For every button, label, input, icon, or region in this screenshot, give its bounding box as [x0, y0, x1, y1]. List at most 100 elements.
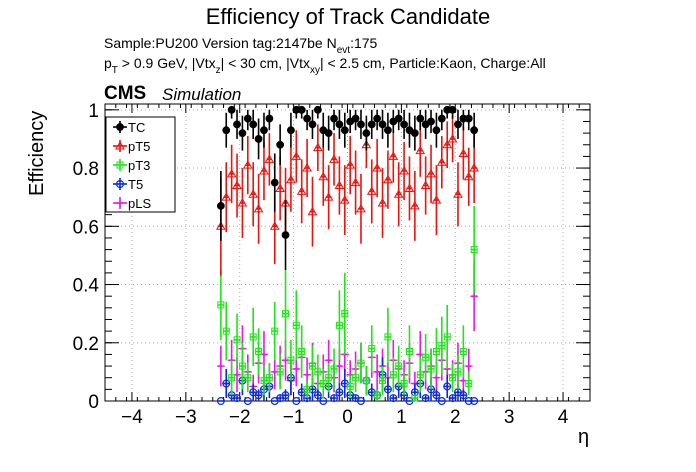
pt5-point — [291, 151, 302, 160]
t5-point — [356, 397, 365, 406]
tc-point — [432, 126, 441, 135]
pt5-point — [226, 168, 237, 178]
pt3-point — [400, 380, 408, 388]
tc-point — [384, 126, 392, 135]
x-tick-label: −3 — [175, 407, 197, 428]
pt5-point — [264, 154, 275, 163]
pt3-point — [416, 371, 424, 379]
t5-point — [292, 397, 301, 406]
t5-point — [443, 382, 452, 391]
pt3-point — [443, 333, 451, 341]
pt3-point — [244, 374, 252, 382]
pt3-point — [265, 374, 273, 382]
pt5-point — [436, 157, 447, 166]
tc-point — [297, 105, 306, 114]
sample-tail: :175 — [350, 35, 378, 51]
legend-label-t5: T5 — [128, 177, 143, 192]
series-tc — [216, 105, 479, 270]
pt5-point — [377, 197, 388, 207]
cut-info: pT > 0.9 GeV, |Vtxz| < 30 cm, |Vtxxy| < … — [104, 55, 546, 76]
pt5-point — [318, 171, 329, 181]
pt3-point — [308, 362, 316, 370]
sample-sub: evt — [336, 45, 351, 56]
pt3-point — [449, 374, 457, 382]
pt5-point — [339, 195, 350, 204]
pt5-point — [469, 163, 480, 172]
pt3-point — [287, 356, 295, 364]
pt3-point — [271, 327, 279, 335]
tc-point — [216, 202, 225, 210]
t5-point — [470, 397, 479, 406]
tc-point — [427, 117, 435, 126]
t5-point — [459, 391, 468, 400]
tc-point — [238, 129, 247, 138]
t5-point — [216, 397, 225, 406]
pt3-point — [319, 380, 327, 388]
tc-point — [254, 135, 263, 143]
tc-point — [340, 126, 349, 135]
pt5-point — [296, 186, 307, 195]
tc-point — [367, 120, 376, 129]
legend-label-tc: TC — [128, 120, 145, 135]
pt5-point — [232, 180, 242, 190]
tc-point — [437, 114, 446, 123]
pt5-point — [426, 168, 436, 178]
pt5-point — [307, 206, 318, 216]
legend-label-pls: pLS — [128, 196, 151, 211]
tc-point — [373, 114, 382, 123]
tc-point — [287, 126, 295, 135]
pt3-point — [368, 345, 376, 353]
tc-point — [281, 231, 290, 239]
pt5-point — [431, 195, 442, 204]
pt5-point — [372, 163, 383, 172]
tc-point — [260, 126, 268, 135]
tc-point — [227, 105, 236, 114]
t5-point — [243, 397, 252, 406]
t5-point — [389, 394, 398, 403]
cut-p: p — [104, 55, 112, 71]
tc-point — [362, 129, 371, 138]
pt5-point — [356, 203, 366, 213]
series-pt5 — [215, 115, 480, 276]
cut-b: | < 30 cm, |Vtx — [220, 55, 310, 71]
pt3-point — [335, 321, 343, 329]
pt5-point — [312, 142, 323, 152]
t5-point — [437, 397, 446, 406]
tc-point — [243, 114, 252, 123]
t5-point — [330, 394, 339, 403]
pt5-point — [366, 186, 377, 195]
pt3-point — [222, 327, 230, 335]
t5-point — [432, 391, 441, 400]
tc-point — [276, 140, 285, 149]
pt5-point — [388, 151, 399, 160]
cut-p-sub: T — [111, 65, 118, 76]
pt5-point — [302, 163, 312, 172]
x-tick-label: −1 — [283, 407, 305, 428]
tc-point — [448, 105, 457, 114]
pt3-point — [228, 374, 236, 382]
pt3-point — [379, 377, 387, 385]
x-tick-label: 4 — [558, 407, 569, 428]
pt3-point — [346, 382, 354, 390]
tc-point — [335, 120, 344, 129]
pls-point — [216, 362, 225, 371]
pt3-point — [298, 348, 306, 355]
pt5-point — [404, 183, 415, 192]
tc-point — [308, 120, 317, 129]
cms-label: CMS — [104, 83, 147, 104]
y-tick-label: 1 — [88, 101, 99, 122]
tc-point — [410, 129, 419, 138]
tc-point — [416, 114, 425, 123]
pt3-point — [357, 359, 365, 367]
pt5-point — [286, 174, 296, 184]
series-pt3 — [217, 205, 478, 402]
x-tick-label: −2 — [229, 407, 251, 428]
pt5-point — [458, 148, 469, 157]
y-tick-label: 0.2 — [73, 334, 99, 355]
cut-c: | < 2.5 cm, Particle:Kaon, Charge:All — [319, 55, 546, 71]
pt3-point — [438, 342, 446, 350]
pls-point — [464, 362, 473, 371]
tc-point — [249, 120, 258, 129]
tc-point — [464, 114, 473, 123]
pls-point — [432, 373, 441, 382]
